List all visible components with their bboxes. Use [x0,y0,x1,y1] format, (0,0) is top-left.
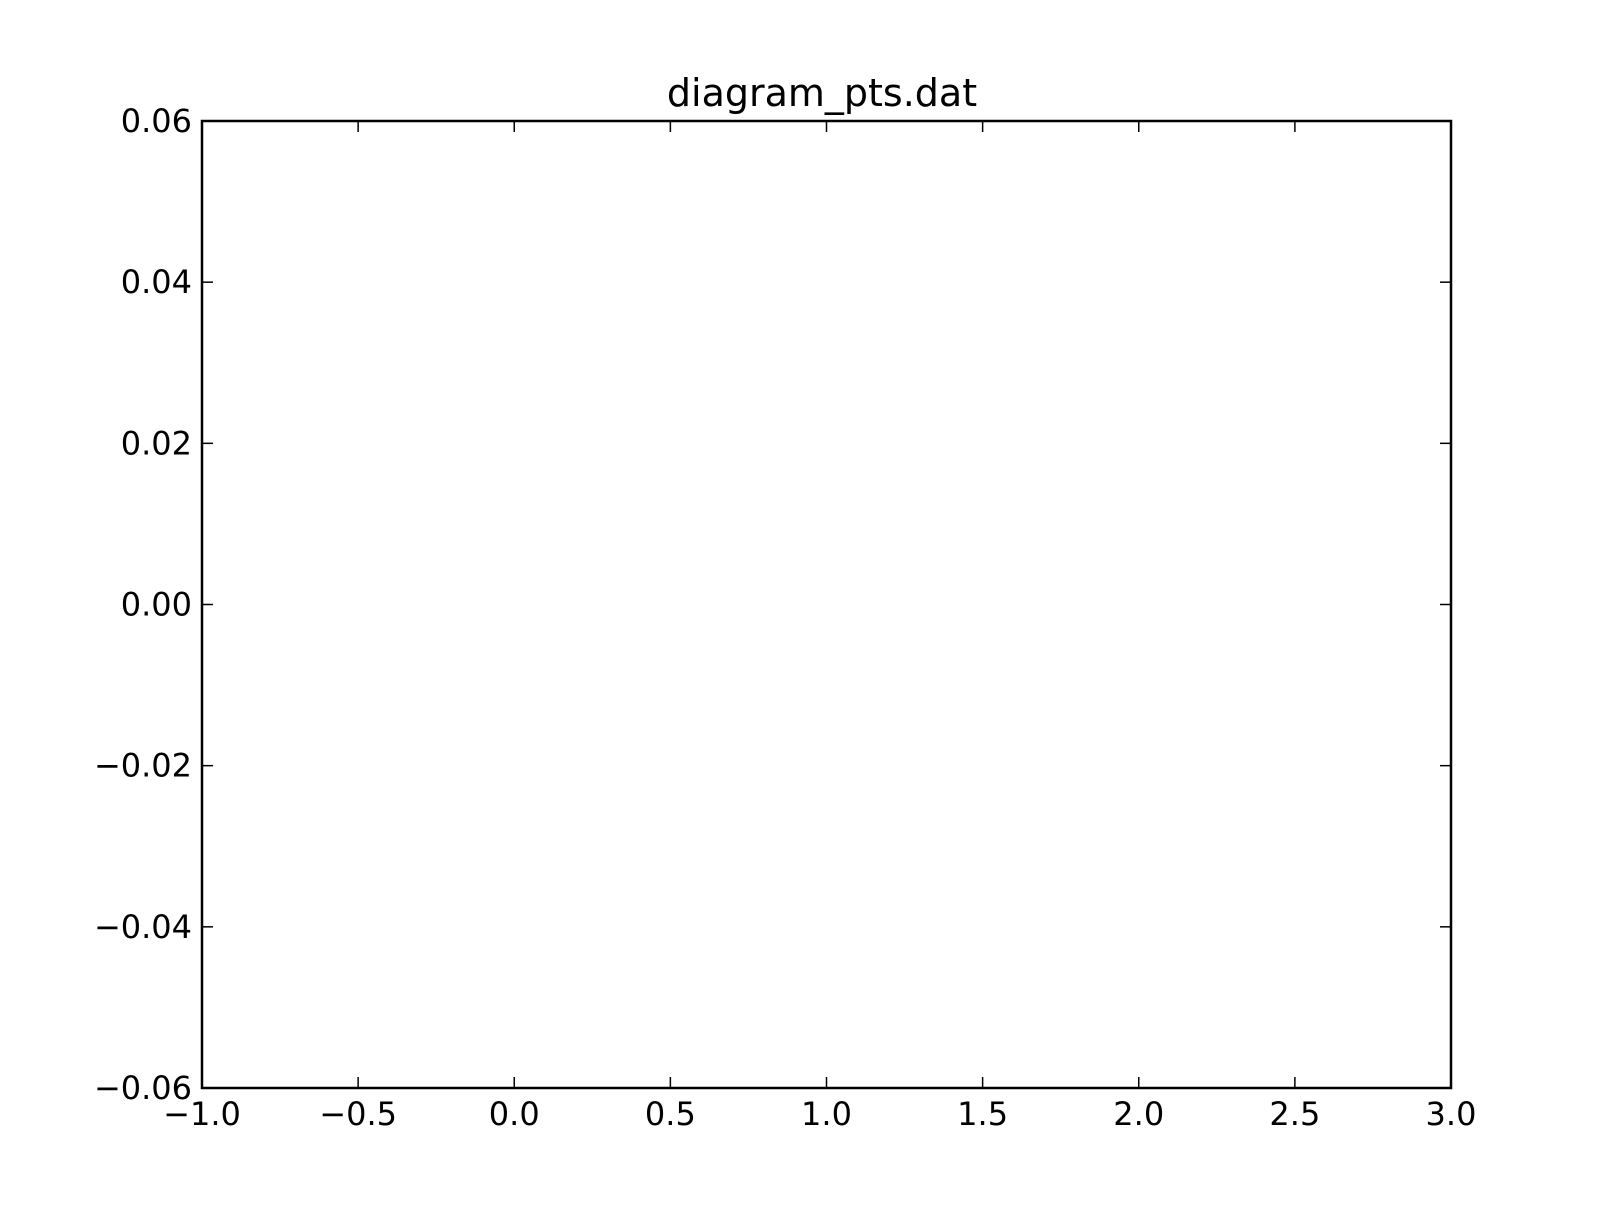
y-tick-label: 0.04 [121,263,192,301]
y-tick-label: −0.02 [94,747,192,785]
y-tick-label: 0.02 [121,424,192,462]
x-tick-label: 0.0 [489,1095,540,1133]
x-tick-label: 2.5 [1269,1095,1320,1133]
y-axis: 0.06 0.04 0.02 0.00 −0.02 −0.04 −0.06 [94,102,1451,1107]
y-tick-label: −0.04 [94,908,192,946]
x-tick-label: 1.0 [801,1095,852,1133]
y-tick-label: −0.06 [94,1069,192,1107]
x-tick-label: 3.0 [1426,1095,1477,1133]
y-tick-label: 0.06 [121,102,192,140]
x-tick-label: 1.5 [957,1095,1008,1133]
x-tick-label: −1.0 [163,1095,241,1133]
y-tick-label: 0.00 [121,586,192,624]
chart-title: diagram_pts.dat [667,71,977,115]
plot-area-frame [200,119,1453,1090]
x-axis: −1.0 −0.5 0.0 0.5 1.0 1.5 2.0 2.5 3.0 [163,121,1476,1133]
x-tick-label: 2.0 [1113,1095,1164,1133]
x-tick-label: 0.5 [645,1095,696,1133]
x-tick-label: −0.5 [319,1095,397,1133]
